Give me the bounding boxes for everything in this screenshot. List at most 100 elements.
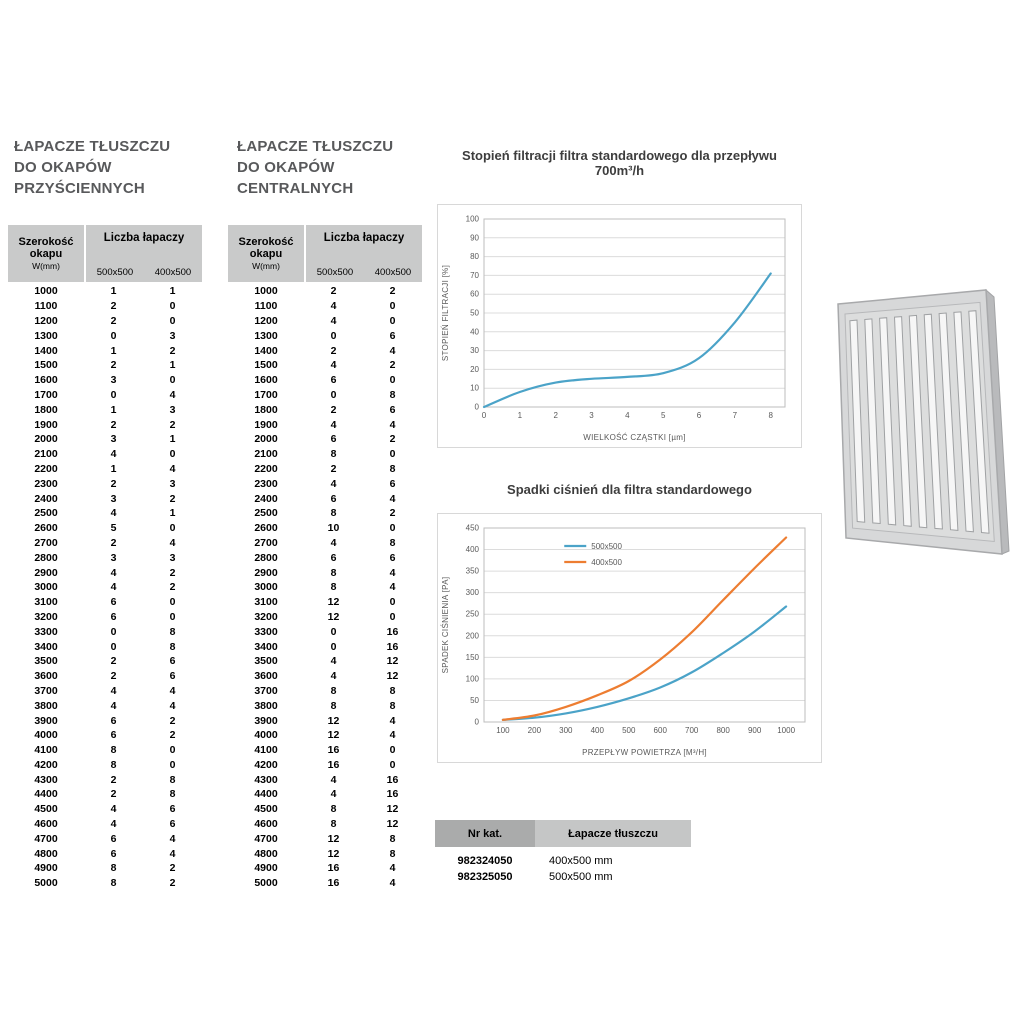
table-row: 4100 16 0	[228, 743, 422, 758]
trap-size-400x500: 400x500	[154, 267, 192, 278]
table-row: 4800 6 4	[8, 846, 202, 861]
hood-width-value: 1600	[254, 374, 278, 387]
title-line: PRZYŚCIENNYCH	[14, 180, 145, 197]
catalog-table: Nr kat. Łapacze tłuszczu 982324050 400x50…	[435, 820, 691, 885]
x-tick-label: 600	[654, 726, 668, 735]
count-500x500-value: 2	[110, 314, 117, 327]
count-500x500-value: 0	[330, 329, 337, 342]
hood-width-value: 1800	[34, 403, 58, 416]
title-line: ŁAPACZE TŁUSZCZU	[14, 138, 171, 155]
x-tick-label: 1	[518, 411, 523, 420]
count-400x500-value: 0	[389, 448, 396, 461]
hood-width-value: 3300	[254, 625, 278, 638]
table-row: 1200 2 0	[8, 314, 202, 329]
count-500x500-value: 6	[110, 714, 117, 727]
grease-filter-illustration	[837, 288, 1010, 555]
count-400x500-value: 8	[169, 625, 176, 638]
table-row: 4000 6 2	[8, 728, 202, 743]
count-500x500-value: 0	[110, 625, 117, 638]
count-400x500-value: 0	[169, 374, 176, 387]
table-row: 4000 12 4	[228, 728, 422, 743]
table-row: 1000 2 2	[228, 284, 422, 299]
hood-width-value: 4600	[254, 818, 278, 831]
count-500x500-value: 4	[110, 507, 117, 520]
hood-width-value: 3000	[254, 581, 278, 594]
count-500x500-value: 4	[330, 300, 337, 313]
x-tick-label: 100	[496, 726, 510, 735]
table-row: 2600 5 0	[8, 521, 202, 536]
y-tick-label: 450	[466, 524, 480, 533]
hood-width-value: 2000	[34, 433, 58, 446]
x-tick-label: 200	[528, 726, 542, 735]
table-row: 3100 12 0	[228, 595, 422, 610]
hood-width-value: 4900	[34, 862, 58, 875]
table-row: 4200 16 0	[228, 758, 422, 773]
count-400x500-value: 2	[389, 285, 396, 298]
x-tick-label: 900	[748, 726, 762, 735]
hood-width-value: 1500	[254, 359, 278, 372]
hood-width-value: 4000	[34, 729, 58, 742]
hood-width-label: Szerokość okapu	[18, 236, 74, 260]
count-400x500-value: 8	[169, 640, 176, 653]
table-row: 4700 12 8	[228, 831, 422, 846]
x-tick-label: 700	[685, 726, 699, 735]
count-500x500-value: 8	[330, 448, 337, 461]
count-500x500-value: 2	[330, 462, 337, 475]
table-row: 1400 1 2	[8, 343, 202, 358]
hood-width-value: 1800	[254, 403, 278, 416]
table-row: 1200 4 0	[228, 314, 422, 329]
count-400x500-value: 8	[389, 684, 396, 697]
hood-width-value: 4300	[34, 773, 58, 786]
count-500x500-value: 16	[327, 744, 340, 757]
hood-width-header-cell: Szerokość okapu W(mm)	[228, 225, 306, 282]
hood-width-value: 4100	[254, 744, 278, 757]
count-500x500-value: 0	[110, 388, 117, 401]
hood-width-value: 4100	[34, 744, 58, 757]
y-tick-label: 0	[475, 403, 480, 412]
catalog-number-header: Nr kat.	[435, 820, 535, 847]
count-400x500-value: 6	[389, 403, 396, 416]
wall-hood-table: Szerokość okapu W(mm) Liczba łapaczy 500…	[8, 225, 202, 891]
count-500x500-value: 16	[327, 758, 340, 771]
count-500x500-value: 8	[110, 744, 117, 757]
hood-width-value: 4400	[254, 788, 278, 801]
table-row: 1800 1 3	[8, 402, 202, 417]
table-row: 3800 4 4	[8, 698, 202, 713]
count-400x500-value: 4	[389, 566, 396, 579]
count-400x500-value: 3	[169, 329, 176, 342]
x-tick-label: 8	[768, 411, 773, 420]
table-row: 3600 4 12	[228, 669, 422, 684]
count-500x500-value: 2	[110, 359, 117, 372]
table-row: 2800 6 6	[228, 550, 422, 565]
y-tick-label: 150	[466, 653, 480, 662]
count-400x500-value: 3	[169, 403, 176, 416]
table-row: 3800 8 8	[228, 698, 422, 713]
table-row: 1700 0 4	[8, 388, 202, 403]
count-400x500-value: 0	[169, 744, 176, 757]
count-400x500-value: 0	[389, 596, 396, 609]
count-500x500-value: 2	[110, 655, 117, 668]
y-tick-label: 350	[466, 567, 480, 576]
hood-width-value: 3100	[254, 596, 278, 609]
count-500x500-value: 4	[330, 536, 337, 549]
count-500x500-value: 2	[330, 344, 337, 357]
table-row: 1900 4 4	[228, 417, 422, 432]
table-row: 1900 2 2	[8, 417, 202, 432]
table-row: 4200 8 0	[8, 758, 202, 773]
hood-width-value: 3600	[34, 670, 58, 683]
hood-width-value: 2900	[34, 566, 58, 579]
hood-width-value: 3200	[34, 610, 58, 623]
table-row: 2700 4 8	[228, 536, 422, 551]
trap-size-500x500: 500x500	[316, 267, 354, 278]
count-500x500-value: 0	[330, 625, 337, 638]
x-tick-label: 5	[661, 411, 666, 420]
hood-width-value: 1000	[34, 285, 58, 298]
table-row: 1600 3 0	[8, 373, 202, 388]
title-line: CENTRALNYCH	[237, 180, 354, 197]
table-row: 1300 0 3	[8, 328, 202, 343]
x-tick-label: 7	[733, 411, 738, 420]
catalog-number: 982324050	[457, 855, 513, 867]
y-tick-label: 100	[466, 674, 480, 683]
y-axis-label: SPADEK CIŚNIENIA [PA]	[441, 577, 450, 674]
central-hood-table-title: ŁAPACZE TŁUSZCZU DO OKAPÓW CENTRALNYCH	[237, 136, 393, 199]
